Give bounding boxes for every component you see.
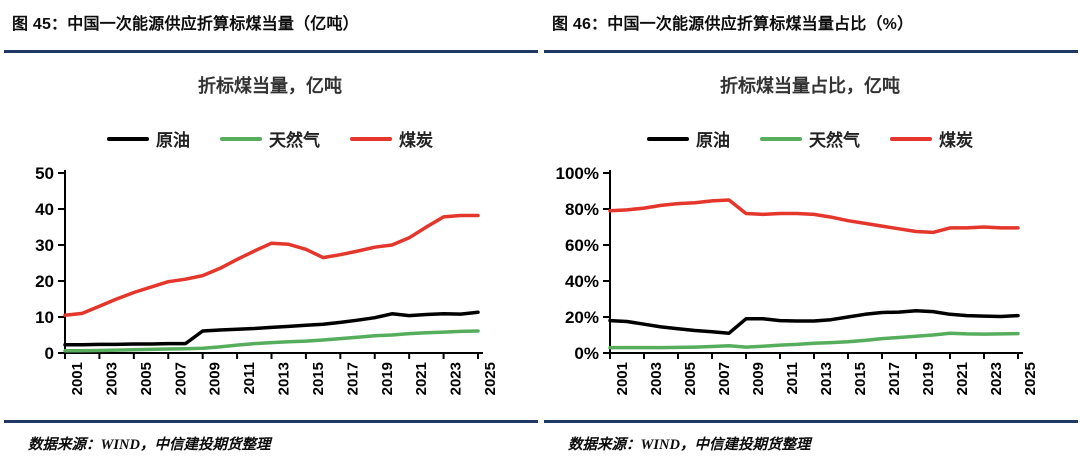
legend-item-natural-gas: 天然气 [760,126,860,151]
svg-text:2023: 2023 [448,362,465,395]
legend-label-coal: 煤炭 [399,131,433,150]
legend-item-coal: 煤炭 [350,126,433,151]
natural-gas-line-swatch-icon [760,136,802,141]
svg-text:2019: 2019 [379,362,396,395]
svg-text:2019: 2019 [920,362,937,395]
natural-gas-line-swatch-icon [220,136,262,141]
svg-text:20%: 20% [565,308,599,327]
svg-text:2021: 2021 [954,362,971,395]
figure-46-chart-title: 折标煤当量占比，亿吨 [720,76,900,96]
svg-text:2005: 2005 [682,362,699,395]
svg-text:2021: 2021 [413,362,430,395]
legend-label-crude-oil: 原油 [156,131,190,150]
figure-45-panel: 图 45：中国一次能源供应折算标煤当量（亿吨） 折标煤当量，亿吨 原油 天然气 … [0,16,540,453]
figure-45-chart-title: 折标煤当量，亿吨 [198,76,342,96]
svg-text:2025: 2025 [482,362,499,395]
figure-46-caption: 图 46：中国一次能源供应折算标煤当量占比（%） [552,16,914,33]
svg-text:2007: 2007 [172,362,189,395]
figure-45-source-note: 数据来源：WIND，中信建投期货整理 [28,437,271,453]
svg-text:2003: 2003 [648,362,665,395]
figure-46-top-rule [544,50,1078,53]
figure-46-source-note: 数据来源：WIND，中信建投期货整理 [568,437,811,453]
figure-46-bottom-rule [544,420,1078,423]
legend-item-coal: 煤炭 [890,126,973,151]
svg-text:2001: 2001 [614,362,631,395]
figure-45-legend: 原油 天然气 煤炭 [0,126,540,151]
legend-item-natural-gas: 天然气 [220,126,320,151]
svg-text:60%: 60% [565,236,599,255]
figure-45-line-chart: 0 10 20 30 40 50 2001 2003 2005 2007 2009 2011 2013 2… [35,164,499,395]
svg-text:2009: 2009 [207,362,224,395]
legend-label-natural-gas: 天然气 [809,131,860,150]
legend-item-crude-oil: 原油 [107,126,190,151]
svg-text:100%: 100% [556,164,599,183]
figure-46-legend: 原油 天然气 煤炭 [540,126,1080,151]
crude-oil-line-swatch-icon [107,136,149,141]
figure-46-line-chart: 0% 20% 40% 60% 80% 100% 2001 2003 2005 2007 2009 20… [556,164,1039,395]
svg-text:2015: 2015 [852,362,869,395]
legend-label-coal: 煤炭 [939,131,973,150]
legend-label-crude-oil: 原油 [696,131,730,150]
svg-text:2005: 2005 [138,362,155,395]
svg-text:2013: 2013 [276,362,293,395]
svg-text:2025: 2025 [1022,362,1039,395]
svg-text:0: 0 [45,344,54,363]
svg-text:2013: 2013 [818,362,835,395]
svg-text:2017: 2017 [886,362,903,395]
figure-45-caption: 图 45：中国一次能源供应折算标煤当量（亿吨） [12,16,359,33]
svg-text:20: 20 [35,272,54,291]
svg-text:2015: 2015 [310,362,327,395]
legend-label-natural-gas: 天然气 [269,131,320,150]
coal-line-swatch-icon [890,136,932,141]
svg-text:2011: 2011 [784,362,801,395]
svg-text:80%: 80% [565,200,599,219]
figure-45-top-rule [4,50,538,53]
svg-text:2001: 2001 [69,362,86,395]
svg-text:40: 40 [35,200,54,219]
svg-text:2003: 2003 [103,362,120,395]
svg-text:50: 50 [35,164,54,183]
svg-text:10: 10 [35,308,54,327]
svg-text:2011: 2011 [241,362,258,395]
svg-text:2007: 2007 [716,362,733,395]
figure-46-panel: 图 46：中国一次能源供应折算标煤当量占比（%） 折标煤当量占比，亿吨 原油 天… [540,0,1080,474]
svg-text:2023: 2023 [988,362,1005,395]
svg-text:0%: 0% [574,344,599,363]
svg-text:2009: 2009 [750,362,767,395]
coal-line-swatch-icon [350,136,392,141]
figure-45-bottom-rule [4,420,538,423]
svg-text:2017: 2017 [344,362,361,395]
svg-text:30: 30 [35,236,54,255]
svg-text:40%: 40% [565,272,599,291]
legend-item-crude-oil: 原油 [647,126,730,151]
crude-oil-line-swatch-icon [647,136,689,141]
